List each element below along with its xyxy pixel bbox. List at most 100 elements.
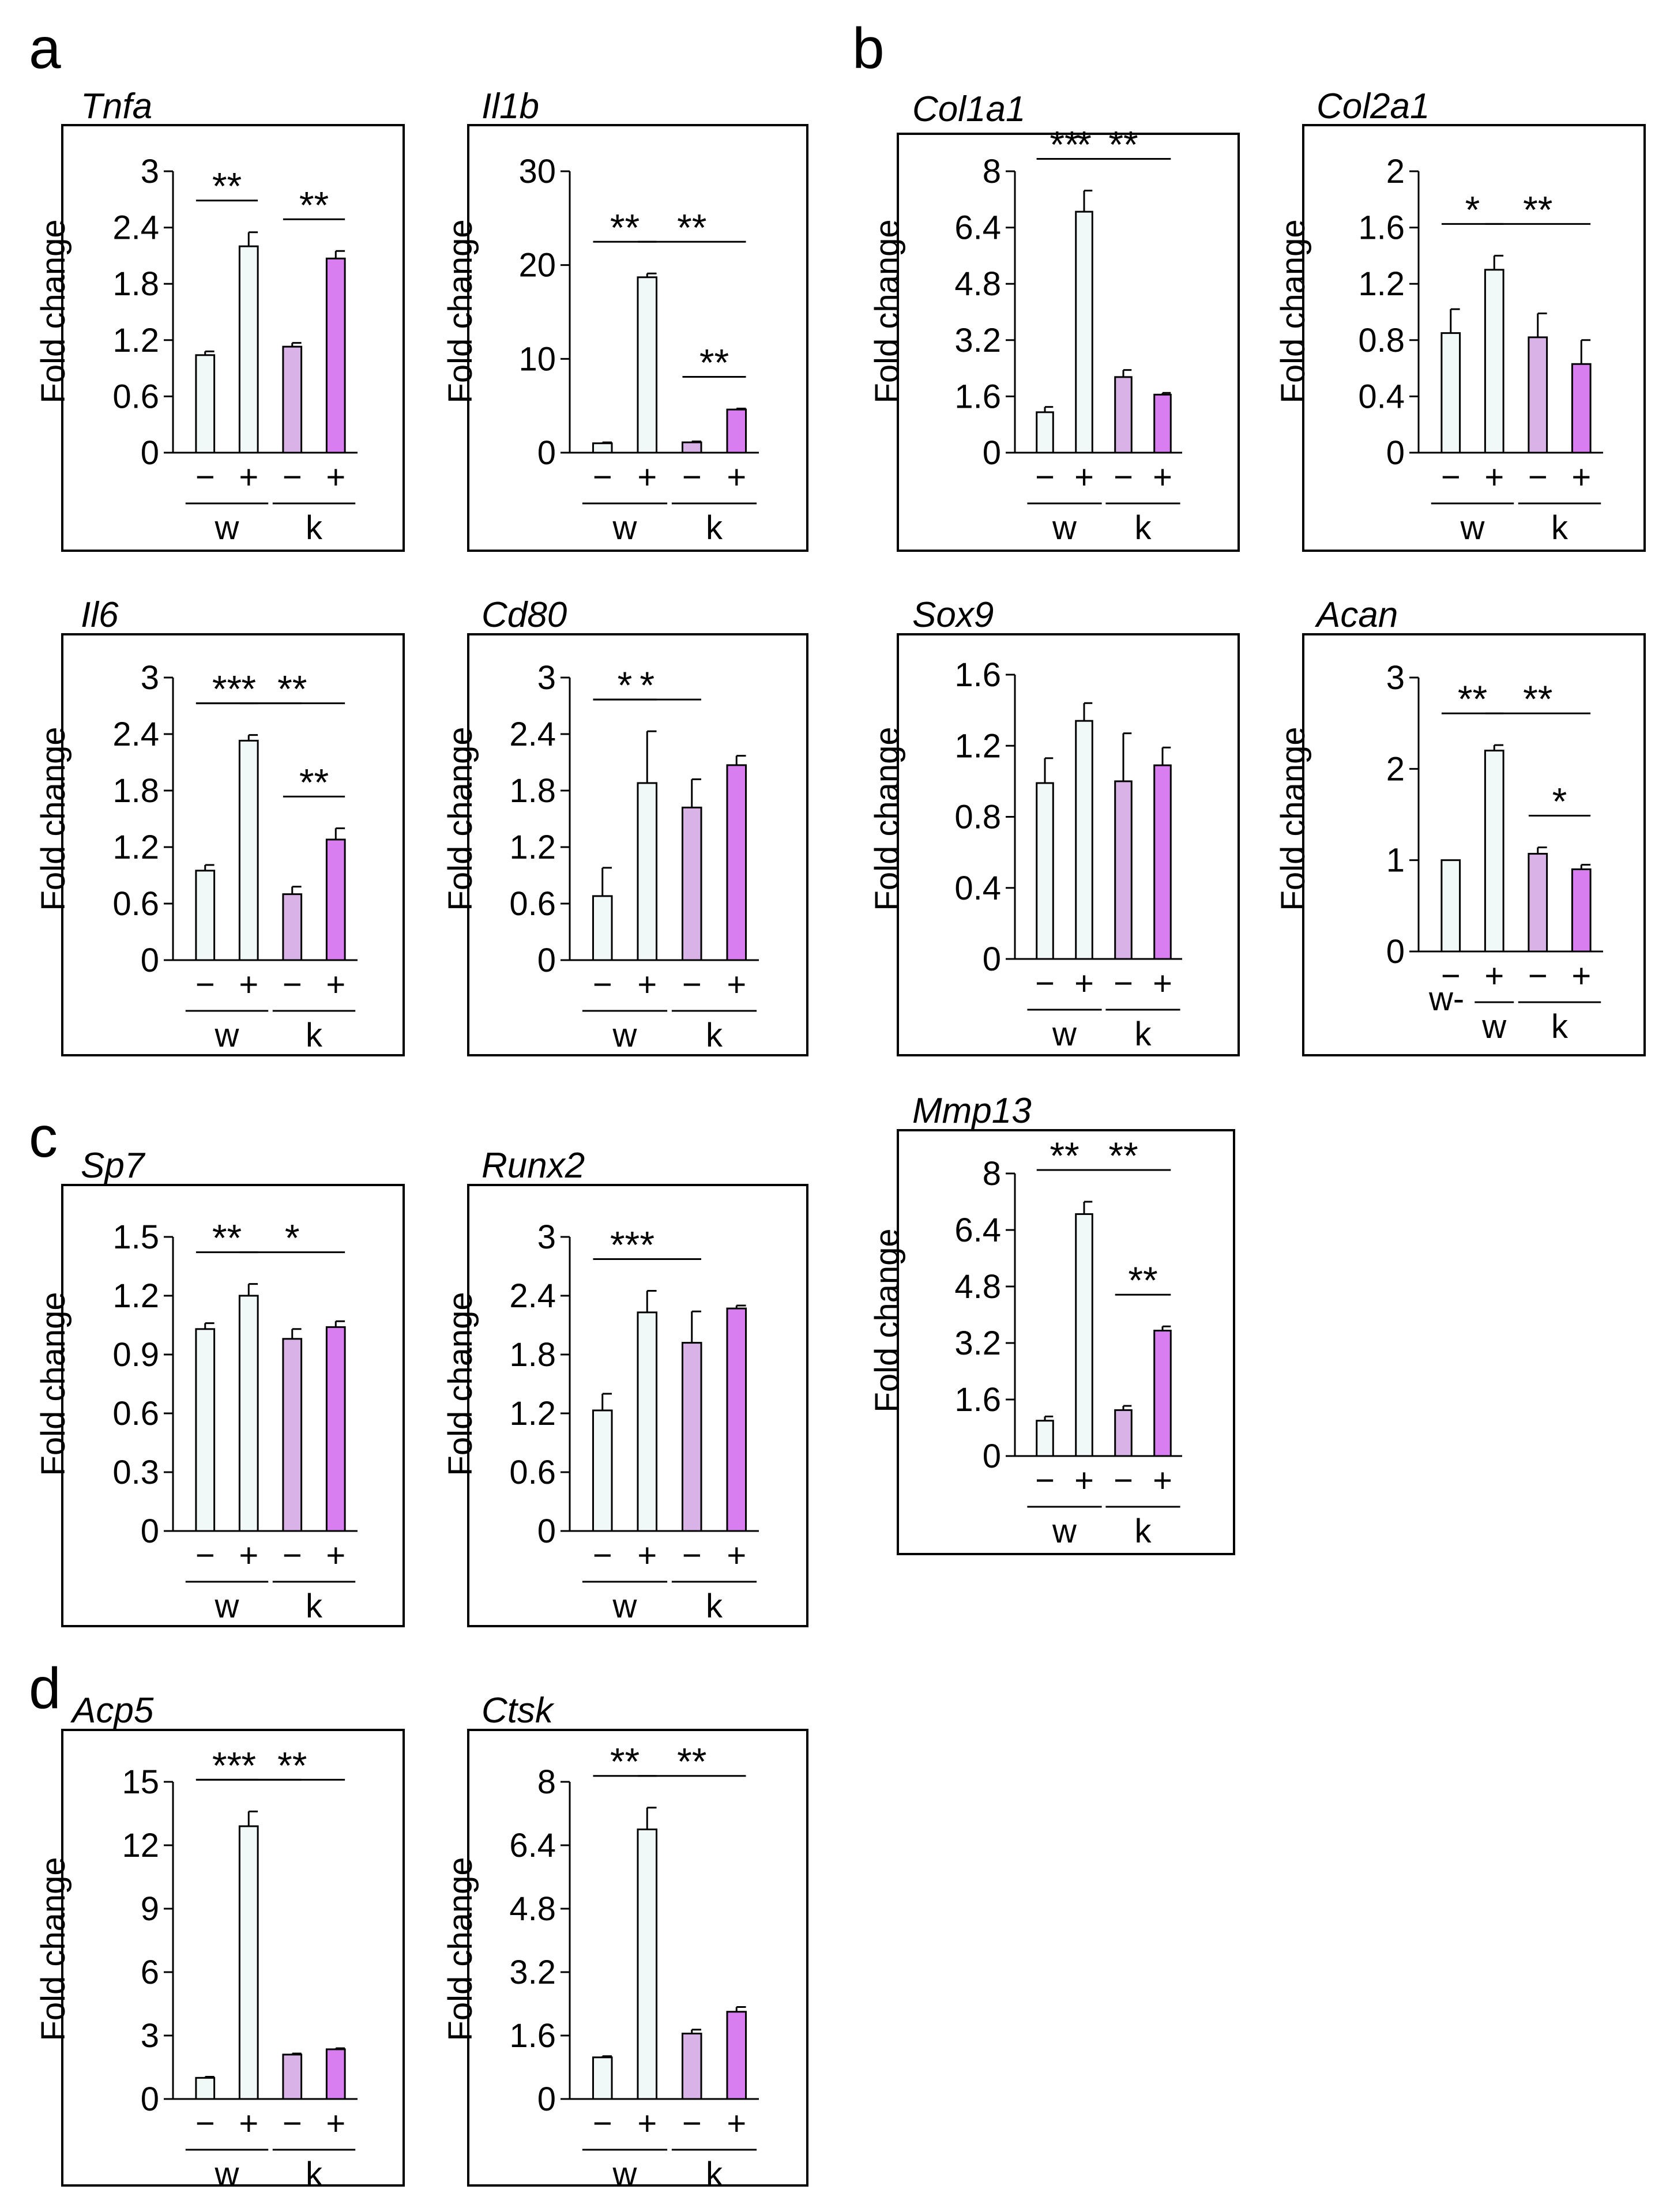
y-tick-label: 3.2 — [954, 322, 1001, 359]
chart-frame — [1302, 124, 1646, 552]
gene-title: Sox9 — [912, 595, 994, 635]
y-tick-label: 0.6 — [112, 1395, 159, 1432]
significance-stars: ** — [277, 1744, 307, 1786]
condition-label: + — [326, 1537, 345, 1574]
y-tick-label: 0 — [1386, 434, 1405, 472]
y-tick-label: 3.2 — [954, 1325, 1001, 1362]
condition-label: + — [1571, 957, 1591, 995]
chart-frame — [1302, 633, 1646, 1056]
y-tick-label: 1 — [1386, 842, 1405, 879]
y-tick-label: 4.8 — [954, 1268, 1001, 1306]
y-tick-label: 1.8 — [509, 1336, 556, 1374]
significance-stars: ** — [212, 165, 242, 208]
condition-label: − — [682, 1537, 702, 1574]
y-tick-label: 0.4 — [954, 870, 1001, 907]
y-axis-label: Fold change — [442, 1857, 479, 2041]
group-label: k — [306, 1587, 323, 1625]
y-tick-label: 2 — [1386, 750, 1405, 788]
significance-stars: ** — [610, 206, 640, 249]
group-label: w — [1052, 1513, 1077, 1550]
significance-stars: ** — [699, 341, 729, 384]
group-label: k — [706, 1017, 723, 1054]
y-tick-label: 12 — [122, 1827, 159, 1864]
bar — [282, 893, 303, 961]
group-label: w — [1052, 509, 1077, 547]
group-label: k — [1551, 509, 1569, 547]
condition-label: − — [283, 1537, 302, 1574]
y-tick-label: 10 — [518, 340, 556, 378]
y-tick-label: 1.5 — [112, 1218, 159, 1256]
chart-frame — [897, 133, 1240, 552]
y-tick-label: 0 — [141, 434, 159, 472]
y-tick-label: 8 — [537, 1763, 556, 1801]
y-axis-label: Fold change — [442, 219, 479, 403]
y-tick-label: 8 — [983, 1155, 1001, 1192]
condition-label: − — [1114, 965, 1133, 1002]
bar — [1114, 1409, 1133, 1457]
bar — [325, 257, 346, 454]
bar — [637, 276, 658, 454]
y-axis-label: Fold change — [35, 727, 72, 911]
condition-label: − — [1528, 957, 1548, 995]
chart-frame — [467, 1184, 808, 1627]
y-tick-label: 1.2 — [1358, 265, 1405, 303]
bar — [195, 354, 216, 454]
condition-label: − — [1035, 965, 1055, 1002]
y-axis-label: Fold change — [1274, 219, 1312, 403]
y-tick-label: 0.6 — [509, 1454, 556, 1491]
condition-label: − — [593, 1537, 612, 1574]
significance-stars: ** — [677, 206, 706, 249]
condition-label: − — [593, 2105, 612, 2142]
y-tick-label: 1.6 — [954, 1381, 1001, 1419]
condition-label: + — [326, 458, 345, 496]
y-tick-label: 6.4 — [954, 1212, 1001, 1249]
gene-title: Runx2 — [482, 1146, 585, 1186]
bar — [282, 345, 303, 454]
gene-title: Acan — [1314, 595, 1398, 635]
condition-label: − — [593, 966, 612, 1003]
group-label: w — [1481, 1008, 1507, 1045]
y-tick-label: 1.2 — [112, 1277, 159, 1315]
gene-title: Ctsk — [482, 1691, 555, 1731]
significance-stars: ** — [1050, 123, 1079, 166]
bar — [637, 1829, 658, 2100]
bar — [1571, 868, 1592, 953]
y-axis-label: Fold change — [868, 219, 906, 403]
y-axis-label: Fold change — [442, 727, 479, 911]
group-label: k — [1135, 1513, 1152, 1550]
group-label: k — [1135, 1015, 1152, 1053]
y-tick-label: 2.4 — [112, 716, 159, 753]
bar — [681, 1342, 702, 1532]
gene-title: Sp7 — [81, 1146, 146, 1186]
y-tick-label: 0.3 — [112, 1454, 159, 1491]
gene-title: Cd80 — [482, 595, 567, 635]
bar — [726, 408, 747, 454]
condition-label: + — [239, 1537, 258, 1574]
condition-label: − — [283, 458, 302, 496]
significance-stars: ** — [299, 761, 329, 803]
bar — [1484, 269, 1504, 454]
y-tick-label: 1.2 — [509, 1395, 556, 1432]
bar — [1528, 336, 1548, 454]
y-tick-label: 3 — [141, 659, 159, 697]
gene-title: Col1a1 — [912, 89, 1025, 129]
y-tick-label: 0 — [983, 1438, 1001, 1475]
y-tick-label: 2.4 — [509, 1277, 556, 1315]
group-label: w — [1052, 1015, 1077, 1053]
significance-stars: ** — [1108, 1134, 1138, 1177]
bar — [1075, 720, 1093, 960]
condition-label: + — [239, 2105, 258, 2142]
group-label: w — [612, 1587, 638, 1625]
y-tick-label: 2.4 — [509, 716, 556, 753]
gene-title: Col2a1 — [1317, 86, 1430, 126]
significance-stars: ** — [1108, 123, 1138, 166]
condition-label: − — [195, 2105, 215, 2142]
y-tick-label: 1.6 — [509, 2017, 556, 2055]
condition-label: + — [1074, 1462, 1094, 1499]
bar — [195, 1328, 216, 1532]
group-label: w — [215, 2155, 240, 2193]
significance-stars: ** — [299, 183, 329, 226]
